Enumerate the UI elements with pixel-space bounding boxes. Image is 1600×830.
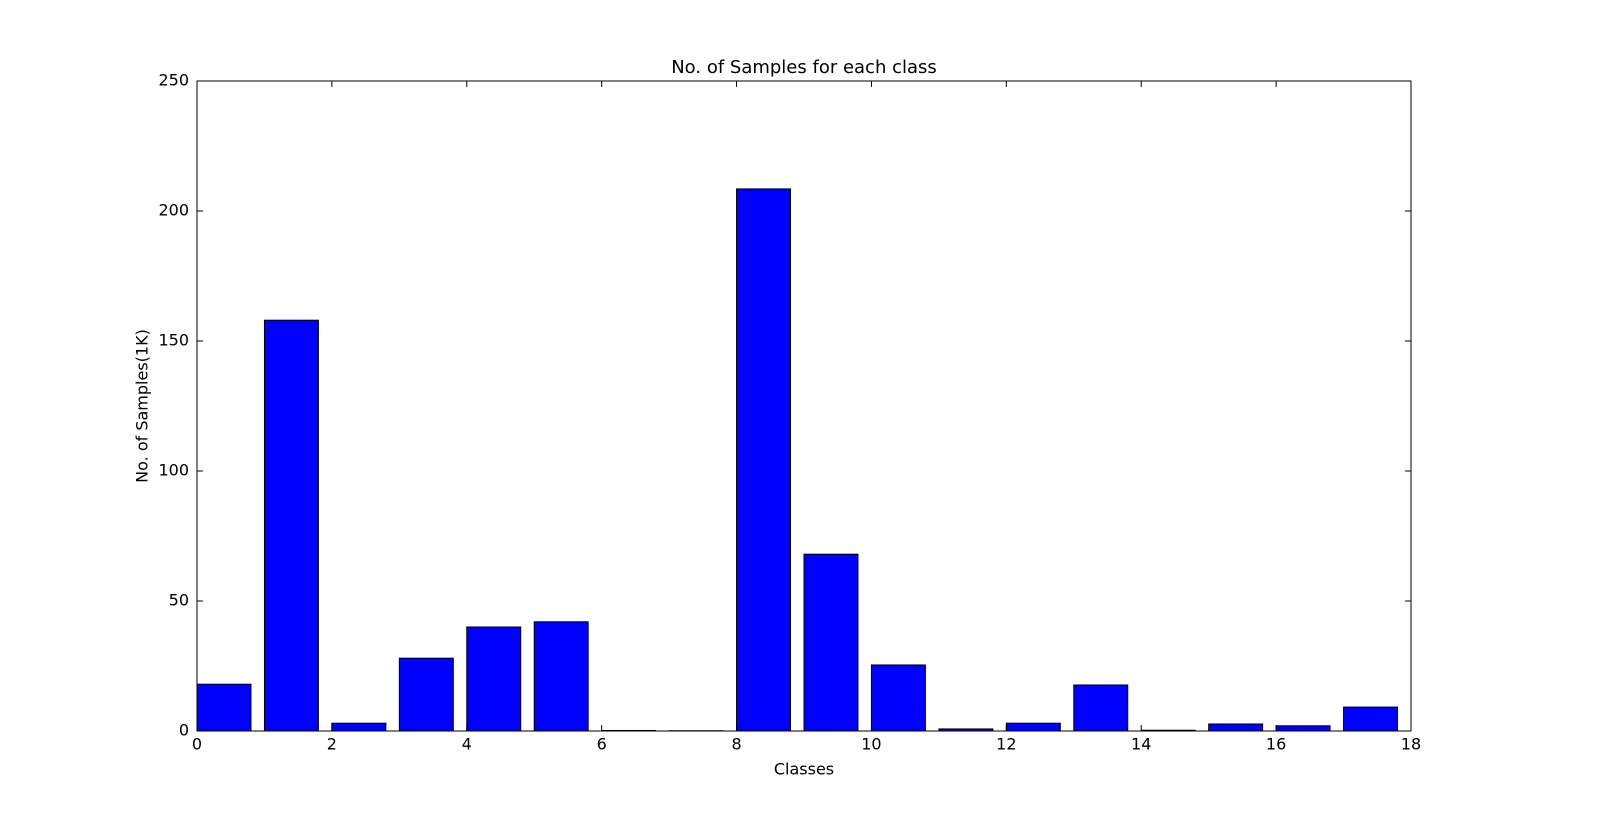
y-tick-label: 200 [158,201,189,220]
x-tick-label: 16 [1266,735,1286,754]
bar [736,188,792,732]
bar [1343,706,1399,732]
bar [870,664,926,732]
x-tick-label: 10 [861,735,881,754]
plot-frame [196,80,1412,732]
x-tick-label: 18 [1401,735,1421,754]
y-tick-label: 250 [158,71,189,90]
x-axis-label: Classes [774,760,834,779]
bar [1208,723,1264,732]
bar [1275,725,1331,732]
x-tick-label: 14 [1131,735,1151,754]
bar [263,319,319,732]
x-tick-label: 2 [327,735,337,754]
x-tick-label: 8 [731,735,741,754]
y-tick-label: 50 [169,591,189,610]
bar [398,657,454,732]
chart-title: No. of Samples for each class [671,57,937,78]
y-tick-label: 150 [158,331,189,350]
bar [331,722,387,732]
bar [1073,684,1129,732]
x-tick-label: 6 [597,735,607,754]
bar [533,621,589,732]
x-tick-label: 12 [996,735,1016,754]
y-tick-label: 100 [158,461,189,480]
x-tick-label: 4 [462,735,472,754]
y-axis-label: No. of Samples(1K) [133,329,152,483]
bar [803,553,859,732]
y-tick-label: 0 [179,721,189,740]
bar [466,626,522,732]
bar [1005,722,1061,732]
x-tick-label: 0 [192,735,202,754]
bar [196,683,252,732]
